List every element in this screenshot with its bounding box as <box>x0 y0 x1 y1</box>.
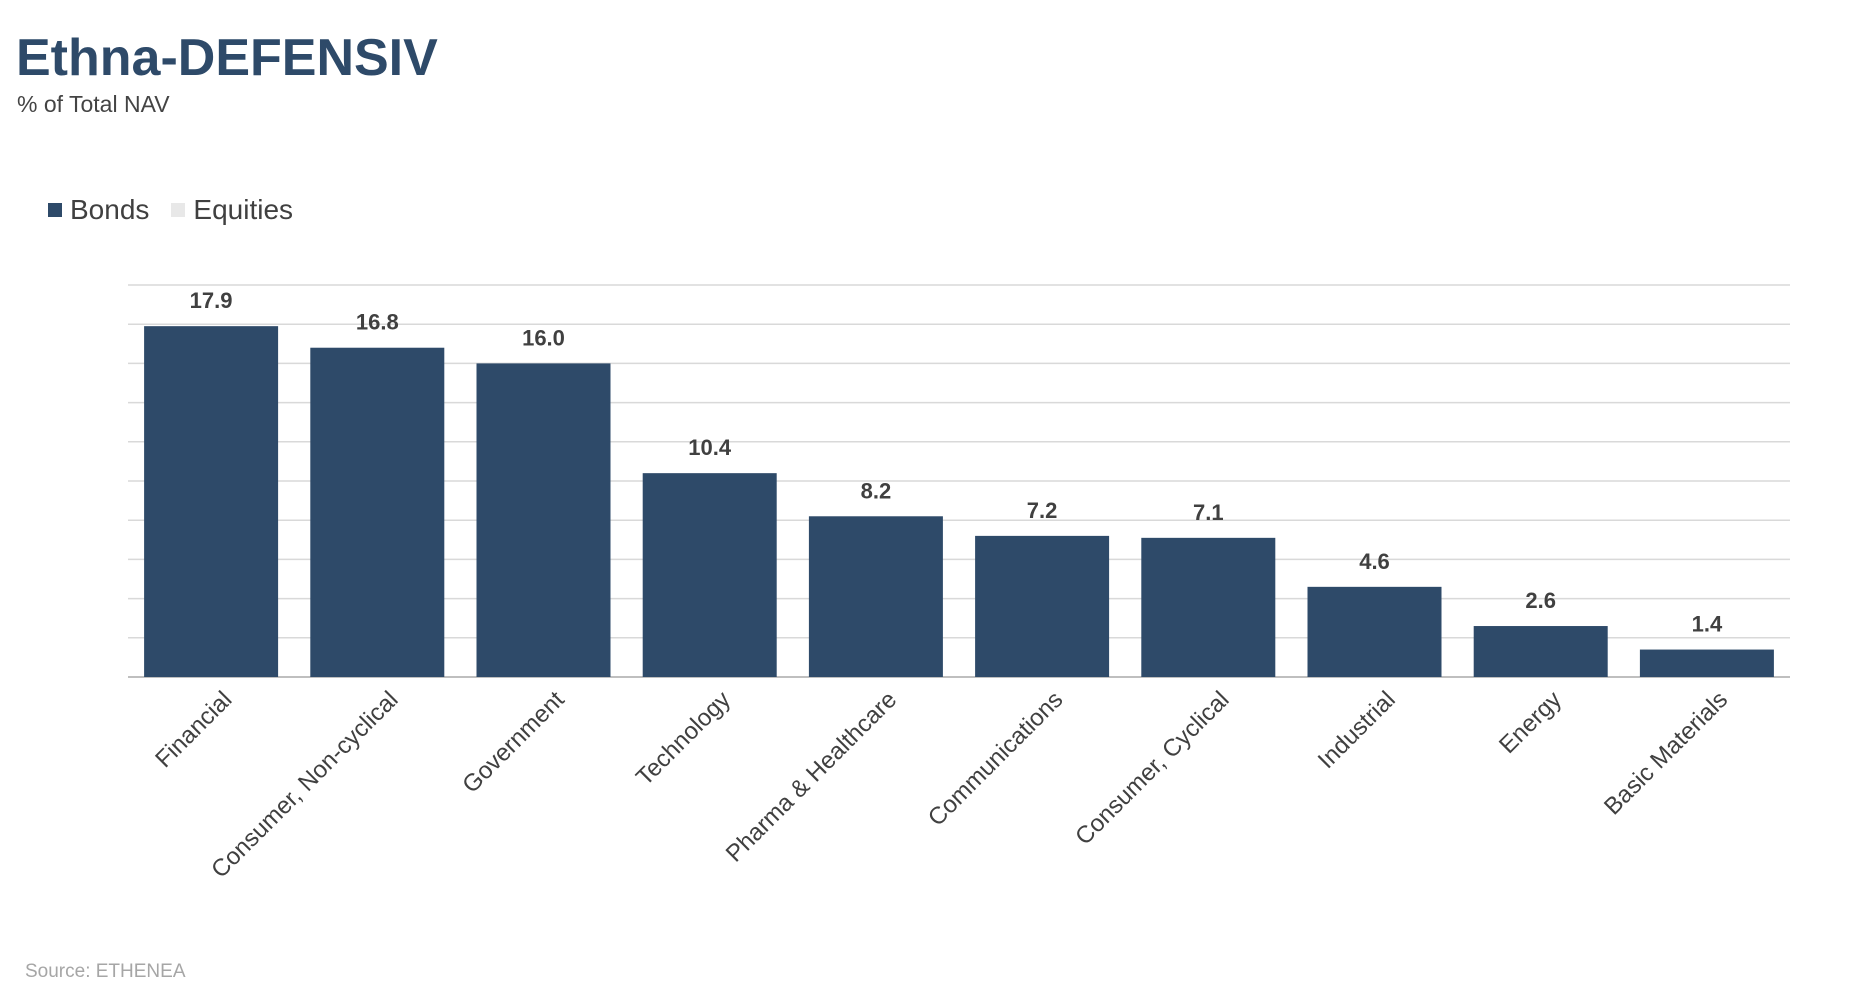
source-note: Source: ETHENEA <box>25 961 186 982</box>
legend: Bonds Equities <box>48 196 315 224</box>
data-label-2: 16.0 <box>522 325 565 350</box>
data-label-7: 4.6 <box>1359 549 1390 574</box>
legend-item-equities: Equities <box>171 196 293 224</box>
bar-9 <box>1639 649 1774 677</box>
bar-6 <box>1141 537 1276 677</box>
category-label-8: Energy <box>1494 686 1567 759</box>
category-label-1: Consumer, Non-cyclical <box>206 686 403 883</box>
category-label-9: Basic Materials <box>1599 686 1733 820</box>
bar-8 <box>1473 626 1608 677</box>
data-label-0: 17.9 <box>190 288 233 313</box>
legend-label-bonds: Bonds <box>70 194 150 225</box>
bar-0 <box>144 326 279 677</box>
bar-2 <box>476 363 611 677</box>
category-label-3: Technology <box>631 686 736 791</box>
bar-5 <box>975 535 1110 677</box>
data-label-9: 1.4 <box>1692 612 1723 637</box>
data-label-4: 8.2 <box>861 478 892 503</box>
category-label-5: Communications <box>923 686 1068 831</box>
bar-4 <box>808 516 943 677</box>
legend-swatch-bonds <box>48 203 62 217</box>
category-label-6: Consumer, Cyclical <box>1070 686 1234 850</box>
category-label-0: Financial <box>150 686 237 773</box>
data-label-5: 7.2 <box>1027 498 1058 523</box>
category-label-4: Pharma & Healthcare <box>721 686 902 867</box>
chart-title: Ethna-DEFENSIV <box>16 29 438 87</box>
data-label-3: 10.4 <box>688 435 732 460</box>
bar-3 <box>642 473 777 677</box>
bar-1 <box>310 347 445 677</box>
legend-item-bonds: Bonds <box>48 196 149 224</box>
category-label-2: Government <box>457 686 570 799</box>
data-label-6: 7.1 <box>1193 500 1224 525</box>
data-label-8: 2.6 <box>1525 588 1556 613</box>
category-label-7: Industrial <box>1313 686 1401 774</box>
chart-subtitle: % of Total NAV <box>17 91 170 117</box>
legend-label-equities: Equities <box>193 194 294 225</box>
bar-7 <box>1307 586 1442 677</box>
data-label-1: 16.8 <box>356 310 399 335</box>
legend-swatch-equities <box>171 203 186 217</box>
